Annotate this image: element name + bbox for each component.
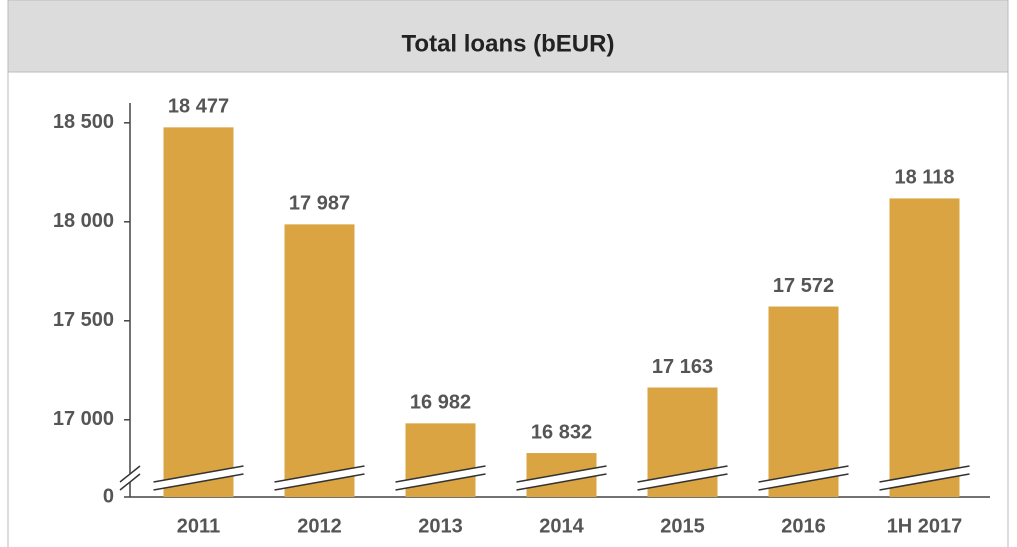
- axis-break-line: [758, 473, 849, 491]
- title-bar: [7, 0, 1009, 73]
- y-tick-label: 18 000: [53, 210, 114, 232]
- axis-break-line: [119, 473, 141, 491]
- axis-break-line: [758, 465, 849, 483]
- bar: [889, 198, 960, 497]
- value-label: 16 832: [531, 421, 592, 443]
- x-tick-label: 2016: [781, 515, 826, 537]
- axis-break: [516, 466, 607, 490]
- y-tick-label: 17 000: [53, 408, 114, 430]
- x-tick-label: 2013: [418, 515, 463, 537]
- x-tick-label: 2014: [539, 515, 584, 537]
- axis-break-line: [395, 473, 486, 491]
- axis-break-line: [879, 473, 970, 491]
- axis-break: [120, 466, 140, 490]
- axis-break: [274, 466, 365, 490]
- axis-break: [758, 466, 849, 490]
- value-label: 17 572: [773, 275, 834, 297]
- bar: [768, 306, 839, 497]
- value-label: 16 982: [410, 392, 471, 414]
- x-tick-label: 2012: [297, 515, 342, 537]
- axis-break: [153, 466, 244, 490]
- x-tick-label: 1H 2017: [887, 515, 963, 537]
- axis-break-line: [637, 473, 728, 491]
- axis-break-line: [516, 473, 607, 491]
- bar: [163, 127, 234, 498]
- axis-break: [637, 466, 728, 490]
- axis-break-line: [516, 465, 607, 483]
- value-label: 17 163: [652, 356, 713, 378]
- axis-break-line: [274, 473, 365, 491]
- axis-break-line: [637, 465, 728, 483]
- value-label: 17 987: [289, 193, 350, 215]
- axis-break: [395, 466, 486, 490]
- value-label: 18 477: [168, 96, 229, 118]
- chart-title: Total loans (bEUR): [402, 30, 615, 57]
- axis-break-line: [879, 465, 970, 483]
- axis-break-line: [395, 465, 486, 483]
- x-tick-label: 2011: [177, 515, 220, 537]
- axis-break-line: [153, 473, 244, 491]
- y-tick-label: 0: [103, 485, 114, 507]
- axis-break-line: [119, 465, 141, 483]
- axis-break-line: [153, 465, 244, 483]
- axis-break: [879, 466, 970, 490]
- bar: [284, 224, 355, 497]
- x-tick-label: 2015: [660, 515, 705, 537]
- y-tick-label: 17 500: [53, 309, 114, 331]
- value-label: 18 118: [894, 167, 954, 189]
- axis-break-line: [274, 465, 365, 483]
- y-tick-label: 18 500: [53, 111, 114, 133]
